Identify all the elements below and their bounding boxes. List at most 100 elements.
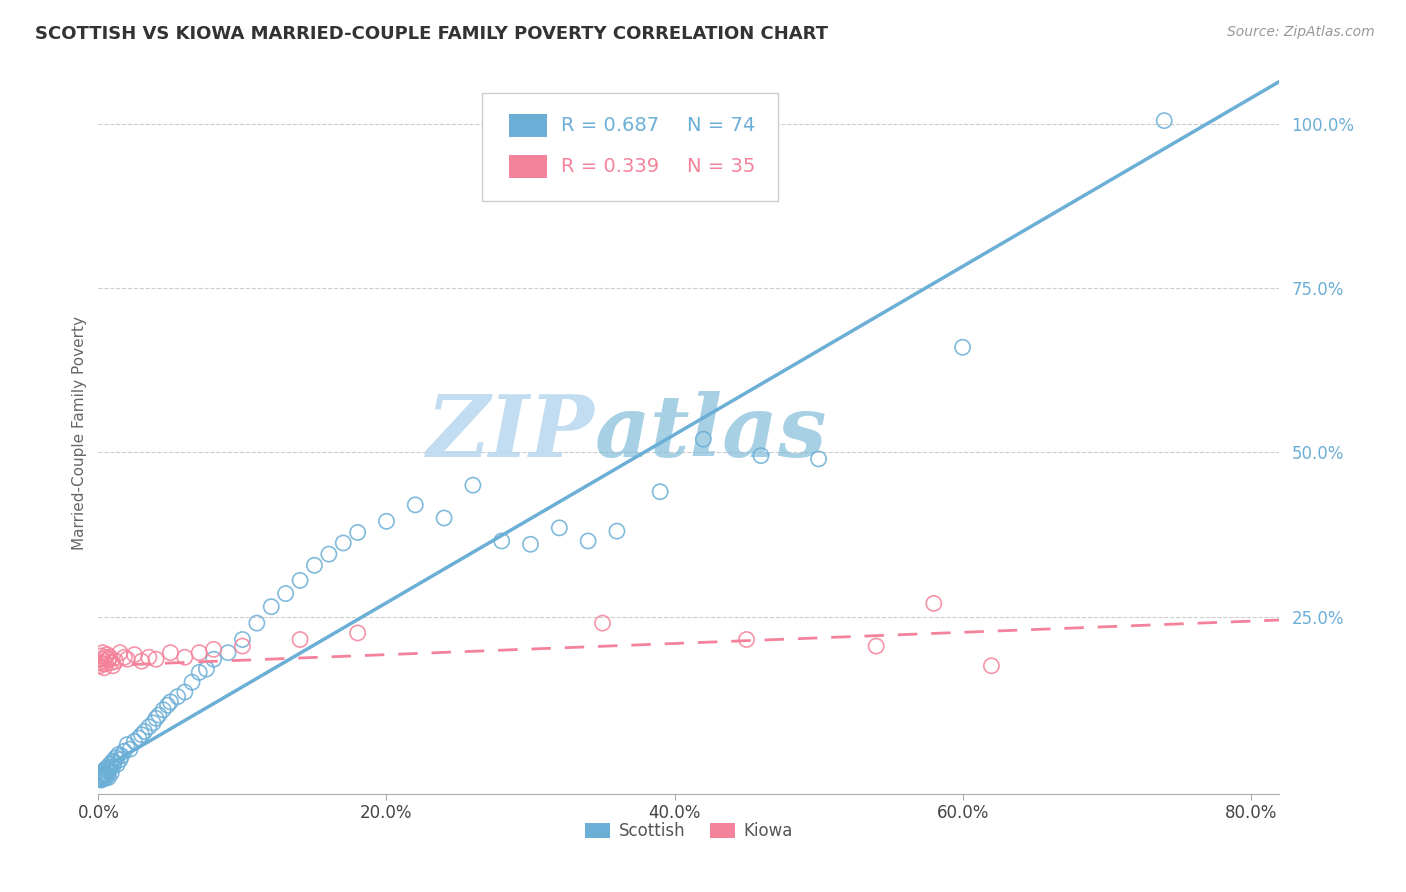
Point — [134, 724, 156, 739]
Point — [188, 646, 211, 660]
Point — [181, 675, 204, 690]
Point — [98, 762, 121, 776]
Point — [115, 652, 138, 666]
Point — [692, 432, 714, 446]
Point — [115, 738, 138, 752]
Y-axis label: Married-Couple Family Poverty: Married-Couple Family Poverty — [72, 316, 87, 549]
Point — [91, 772, 114, 786]
Point — [1153, 113, 1175, 128]
Point — [592, 616, 614, 631]
Point — [89, 771, 111, 785]
Point — [112, 650, 135, 665]
Point — [548, 521, 571, 535]
Point — [260, 599, 283, 614]
Point — [433, 511, 456, 525]
Point — [195, 662, 218, 676]
Point — [346, 525, 368, 540]
Text: atlas: atlas — [595, 391, 827, 475]
Point — [94, 766, 117, 780]
Point — [94, 650, 117, 665]
Point — [91, 765, 114, 780]
Point — [93, 764, 115, 778]
Point — [90, 768, 112, 782]
Point — [735, 632, 758, 647]
Point — [94, 771, 117, 785]
Point — [97, 771, 120, 785]
Point — [105, 757, 128, 772]
Point — [97, 652, 120, 666]
Point — [807, 451, 830, 466]
Point — [375, 514, 398, 528]
Point — [650, 484, 672, 499]
Point — [749, 449, 772, 463]
Point — [89, 772, 111, 787]
Text: SCOTTISH VS KIOWA MARRIED-COUPLE FAMILY POVERTY CORRELATION CHART: SCOTTISH VS KIOWA MARRIED-COUPLE FAMILY … — [35, 25, 828, 43]
Point — [148, 708, 170, 723]
Point — [952, 340, 974, 354]
Point — [159, 646, 181, 660]
Point — [145, 711, 167, 725]
Point — [980, 658, 1002, 673]
Point — [96, 648, 118, 662]
Point — [188, 665, 211, 680]
Point — [173, 650, 195, 665]
Point — [865, 639, 887, 653]
Point — [138, 650, 160, 665]
Point — [94, 657, 117, 671]
Point — [89, 656, 111, 670]
Point — [304, 558, 326, 573]
Point — [93, 767, 115, 781]
Point — [93, 769, 115, 783]
Text: R = 0.339: R = 0.339 — [561, 157, 659, 177]
Point — [100, 656, 122, 670]
Point — [922, 596, 945, 610]
Point — [91, 770, 114, 784]
Point — [91, 646, 114, 660]
Point — [120, 742, 142, 756]
Point — [461, 478, 484, 492]
Point — [104, 751, 127, 765]
Point — [90, 773, 112, 788]
Point — [101, 658, 124, 673]
Point — [93, 661, 115, 675]
Point — [104, 654, 127, 668]
Point — [103, 756, 125, 770]
Text: ZIP: ZIP — [426, 391, 595, 475]
Point — [231, 639, 253, 653]
Point — [97, 764, 120, 779]
Point — [107, 747, 129, 762]
Point — [100, 765, 122, 780]
Legend: Scottish, Kiowa: Scottish, Kiowa — [578, 815, 800, 847]
Point — [202, 642, 225, 657]
Point — [288, 574, 311, 588]
FancyBboxPatch shape — [509, 114, 547, 137]
Point — [576, 533, 599, 548]
Point — [166, 690, 188, 704]
Point — [96, 761, 118, 775]
Point — [93, 654, 115, 668]
Point — [108, 753, 131, 767]
Point — [159, 695, 181, 709]
Point — [131, 728, 153, 742]
Point — [606, 524, 628, 538]
Point — [91, 657, 114, 671]
Point — [124, 734, 146, 748]
Point — [346, 626, 368, 640]
Point — [128, 731, 150, 745]
Point — [519, 537, 541, 551]
Point — [89, 658, 111, 673]
Point — [98, 650, 121, 665]
Point — [90, 648, 112, 663]
Text: N = 74: N = 74 — [686, 116, 755, 135]
Point — [90, 652, 112, 666]
Point — [131, 654, 153, 668]
Point — [124, 648, 146, 662]
Point — [112, 744, 135, 758]
Point — [101, 759, 124, 773]
FancyBboxPatch shape — [482, 93, 778, 202]
Point — [108, 646, 131, 660]
Text: N = 35: N = 35 — [686, 157, 755, 177]
Point — [152, 703, 174, 717]
Point — [101, 754, 124, 768]
Text: Source: ZipAtlas.com: Source: ZipAtlas.com — [1227, 25, 1375, 39]
